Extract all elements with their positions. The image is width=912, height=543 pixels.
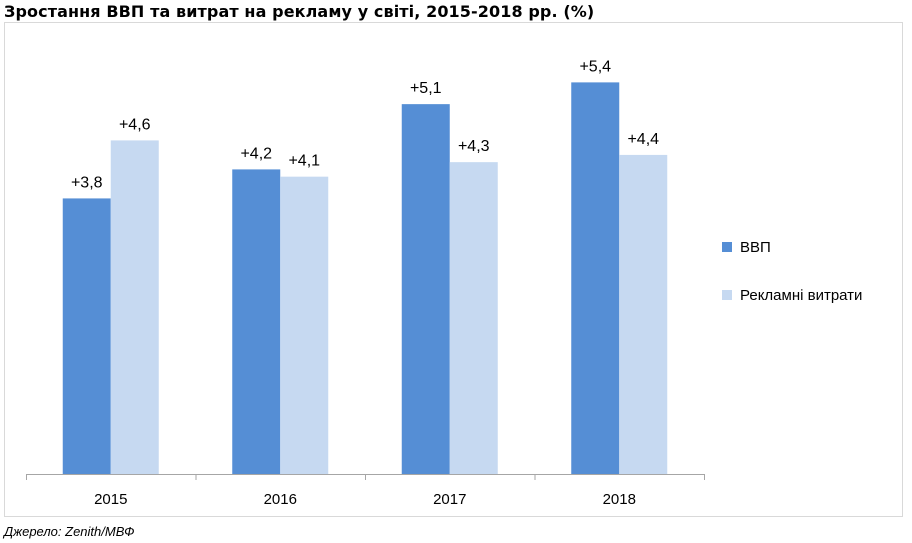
bar-gdp-2016	[232, 169, 281, 474]
x-tick-label-2017: 2017	[433, 491, 466, 508]
data-labels-group: +3,8 +4,6 +4,2 +4,1 +5,1 +4,3 +5,4 +4,4	[71, 58, 659, 191]
legend-swatch-ads	[722, 290, 732, 300]
bar-gdp-2015	[62, 198, 111, 474]
legend-label-gdp: ВВП	[740, 238, 771, 256]
source-note: Джерело: Zenith/МВФ	[4, 524, 135, 539]
bar-ads-2017	[449, 162, 498, 474]
legend-label-ads: Рекламні витрати	[740, 286, 863, 304]
data-label-gdp-2016: +4,2	[240, 145, 272, 162]
data-label-gdp-2018: +5,4	[579, 58, 611, 75]
x-axis: 2015 2016 2017 2018	[26, 474, 705, 508]
bar-ads-2018	[619, 154, 668, 474]
legend-item-gdp: ВВП	[722, 236, 862, 258]
data-label-gdp-2017: +5,1	[410, 80, 442, 97]
bar-gdp-2017	[401, 104, 450, 474]
data-label-ads-2017: +4,3	[458, 138, 490, 155]
bar-gdp-2018	[571, 82, 620, 475]
data-label-ads-2015: +4,6	[119, 116, 151, 133]
chart-title: Зростання ВВП та витрат на рекламу у сві…	[4, 2, 595, 21]
data-label-gdp-2015: +3,8	[71, 174, 103, 191]
chart-frame	[4, 22, 903, 517]
legend-item-ads: Рекламні витрати	[722, 284, 862, 306]
x-tick-label-2018: 2018	[603, 491, 636, 508]
bars-group	[62, 82, 668, 475]
legend-swatch-gdp	[722, 242, 732, 252]
data-label-ads-2018: +4,4	[627, 131, 659, 148]
x-tick-label-2016: 2016	[264, 491, 297, 508]
bar-ads-2016	[280, 176, 329, 474]
bar-ads-2015	[110, 140, 159, 474]
x-tick-label-2015: 2015	[94, 491, 127, 508]
data-label-ads-2016: +4,1	[288, 153, 320, 170]
legend: ВВП Рекламні витрати	[722, 236, 862, 332]
